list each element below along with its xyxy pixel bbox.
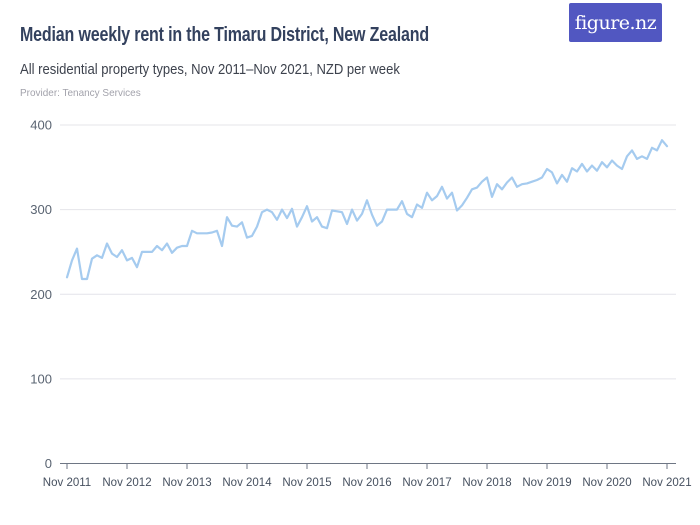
figurenz-logo-text: figure.nz	[574, 11, 657, 34]
median-rent-line	[65, 139, 669, 281]
y-tick-label-400: 400	[30, 118, 52, 133]
y-tick-label-0: 0	[45, 456, 52, 471]
x-tick-label-4: Nov 2015	[282, 477, 331, 489]
x-tick-label-3: Nov 2014	[222, 477, 272, 489]
x-tick-label-0: Nov 2011	[43, 477, 91, 489]
provider-label: Provider: Tenancy Services	[20, 87, 141, 99]
x-tick-label-2: Nov 2013	[162, 477, 211, 489]
x-tick-label-1: Nov 2012	[102, 477, 151, 489]
x-tick-label-10: Nov 2021	[642, 477, 691, 489]
page-subtitle: All residential property types, Nov 2011…	[20, 61, 400, 78]
x-tick-label-6: Nov 2017	[402, 477, 451, 489]
y-tick-label-200: 200	[30, 287, 52, 302]
x-tick-label-8: Nov 2019	[522, 477, 571, 489]
y-tick-label-100: 100	[30, 371, 52, 386]
x-tick-label-5: Nov 2016	[342, 477, 391, 489]
figurenz-logo[interactable]: figure.nz	[569, 3, 662, 42]
x-tick-label-9: Nov 2020	[582, 477, 631, 489]
y-tick-label-300: 300	[30, 202, 52, 217]
page-title: Median weekly rent in the Timaru Distric…	[20, 24, 429, 46]
x-tick-label-7: Nov 2018	[462, 477, 511, 489]
